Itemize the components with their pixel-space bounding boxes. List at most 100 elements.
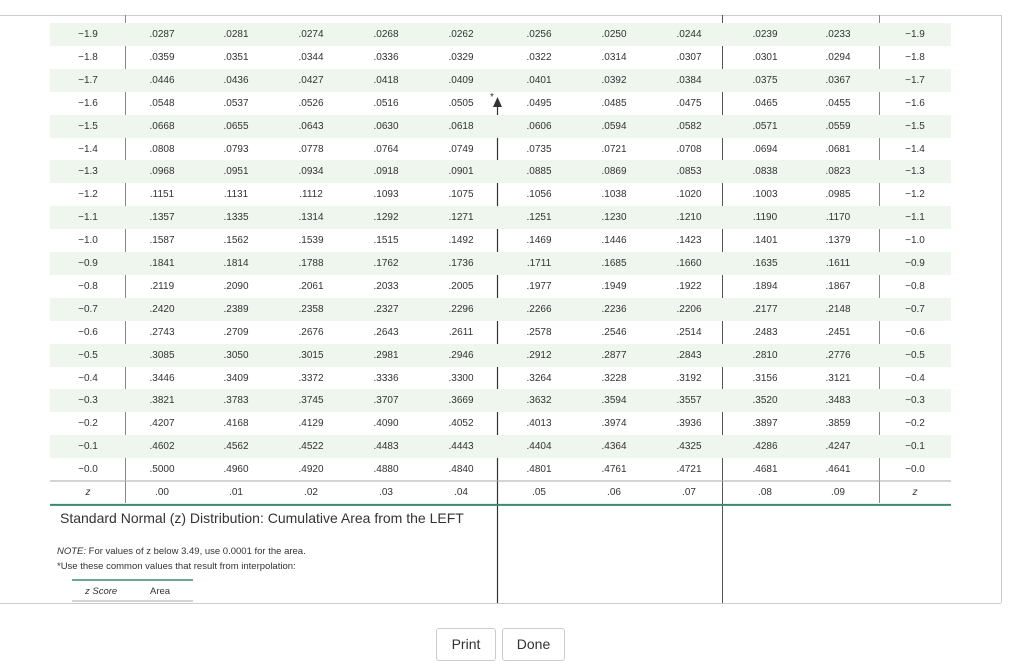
area-cell: .1230 (601, 212, 627, 224)
area-cell: .1736 (448, 258, 474, 269)
area-cell: .0475 (676, 97, 702, 109)
z-label: −1.5 (905, 120, 925, 132)
area-cell: .0559 (825, 120, 851, 132)
done-button[interactable]: Done (502, 628, 565, 661)
area-cell: .2119 (149, 280, 175, 292)
note-text: For values of z below 3.49, use 0.0001 f… (88, 546, 306, 557)
arrow-head (493, 97, 502, 107)
area-cell: .0401 (526, 74, 552, 86)
area-cell: .1894 (752, 280, 778, 292)
area-cell: .3594 (601, 395, 627, 407)
row-shade (50, 252, 951, 275)
z-label: −1.2 (78, 189, 98, 201)
area-cell: .2514 (676, 326, 702, 338)
area-cell: .0505 (448, 97, 474, 109)
area-cell: .1841 (149, 258, 175, 269)
footer-label: .00 (155, 487, 169, 498)
area-cell: .1446 (601, 235, 627, 247)
area-cell: .4168 (223, 418, 249, 430)
z-label: −0.7 (78, 303, 98, 315)
area-cell: .0436 (223, 74, 249, 86)
z-label: −0.6 (78, 326, 98, 338)
footer-label: .01 (229, 487, 243, 498)
area-cell: .3336 (373, 372, 399, 384)
area-cell: .1251 (526, 212, 552, 224)
area-cell: .2810 (752, 349, 778, 361)
footer-label: .04 (454, 487, 468, 498)
area-cell: .4443 (448, 441, 474, 453)
area-cell: .0655 (223, 120, 249, 132)
area-cell: .2358 (298, 303, 324, 315)
z-label: −0.0 (78, 464, 98, 476)
area-cell: .0359 (149, 51, 175, 63)
area-cell: .3936 (676, 418, 702, 430)
area-cell: .0681 (825, 143, 851, 155)
z-label: −1.9 (905, 29, 925, 40)
area-cell: .0233 (825, 29, 851, 40)
z-label: −1.3 (905, 166, 925, 178)
area-cell: .2420 (149, 303, 175, 315)
area-cell: .4960 (223, 464, 249, 476)
area-cell: .0301 (752, 51, 778, 63)
area-cell: .0749 (448, 143, 474, 155)
area-cell: .3446 (149, 372, 175, 384)
z-label: −1.1 (905, 212, 925, 224)
table-title: Standard Normal (z) Distribution: Cumula… (60, 510, 464, 526)
area-cell: .1685 (601, 258, 627, 269)
z-label: −0.9 (905, 258, 925, 269)
area-cell: .1660 (676, 258, 702, 269)
area-cell: .0392 (601, 74, 627, 86)
area-cell: .1922 (676, 280, 702, 292)
row-shade (50, 206, 951, 230)
area-cell: .4404 (526, 441, 552, 453)
area-cell: .1977 (526, 280, 552, 292)
print-button[interactable]: Print (436, 628, 496, 661)
area-cell: .3121 (825, 372, 851, 384)
area-cell: .4129 (298, 418, 324, 430)
z-label: −1.3 (78, 166, 98, 178)
area-cell: .0344 (298, 51, 324, 63)
area-cell: .1492 (448, 235, 474, 247)
area-cell: .0808 (149, 143, 175, 155)
area-cell: .2483 (752, 326, 778, 338)
area-cell: .1335 (223, 212, 249, 224)
area-cell: .1271 (448, 212, 474, 224)
area-cell: .2546 (601, 326, 627, 338)
area-cell: .1112 (299, 189, 323, 201)
area-cell: .2061 (298, 280, 324, 292)
area-cell: .1539 (298, 235, 324, 247)
area-cell: .1131 (223, 189, 249, 201)
area-cell: .3264 (526, 372, 552, 384)
area-cell: .3859 (825, 418, 851, 430)
area-cell: .0571 (752, 120, 778, 132)
area-cell: .3707 (373, 395, 399, 407)
area-cell: .2611 (448, 326, 474, 338)
area-cell: .2776 (825, 349, 851, 361)
z-label: −0.1 (78, 441, 98, 453)
z-label: −1.2 (905, 189, 925, 201)
z-label: −1.4 (78, 143, 98, 155)
footer-label: .03 (379, 487, 393, 498)
z-label: −0.8 (78, 280, 98, 292)
z-label: −0.7 (905, 303, 925, 315)
area-cell: .0367 (825, 74, 851, 86)
area-cell: .2327 (373, 303, 399, 315)
z-label: −1.9 (78, 29, 98, 40)
z-label: −1.6 (905, 97, 925, 109)
z-label: −1.4 (905, 143, 925, 155)
area-cell: .1357 (149, 212, 175, 224)
note-label: NOTE: (57, 546, 87, 557)
z-label: −1.8 (78, 51, 98, 63)
area-cell: .0869 (601, 166, 627, 178)
area-cell: .0294 (825, 51, 851, 63)
area-cell: .4602 (149, 441, 175, 453)
z-label: −0.5 (78, 349, 98, 361)
area-cell: .4207 (149, 418, 175, 430)
area-cell: .0537 (223, 97, 249, 109)
footer-label: .08 (758, 487, 772, 498)
z-label: −1.8 (905, 51, 925, 63)
area-cell: .0968 (149, 166, 175, 178)
area-cell: .0314 (601, 51, 627, 63)
area-cell: .2912 (526, 349, 552, 361)
area-cell: .2743 (149, 326, 175, 338)
